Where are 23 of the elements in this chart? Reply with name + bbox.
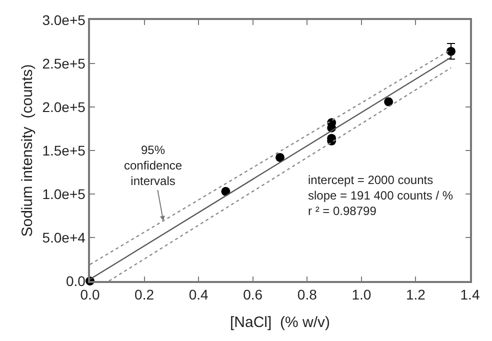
x-tick-label: 0.4: [188, 286, 209, 303]
y-tick-label: 3.0e+5: [42, 12, 86, 28]
y-tick-label: 2.5e+5: [42, 55, 86, 72]
y-tick-label: 0.0: [66, 272, 86, 289]
annotation: 95% confidence intervals: [124, 143, 182, 188]
y-tick-label: 5.0e+4: [42, 229, 86, 246]
x-tick-label: 0.0: [80, 286, 100, 303]
x-tick-label: 1.2: [406, 286, 426, 303]
y-tick-label: 2.0e+5: [42, 98, 86, 115]
x-tick-label: 0.6: [243, 286, 263, 303]
y-tick-label: 1.5e+5: [42, 142, 86, 158]
y-tick-label: 1.0e+5: [42, 186, 86, 202]
x-tick-label: 1.4: [460, 286, 480, 303]
point: [446, 46, 456, 56]
x-tick-label: 1.0: [352, 286, 372, 303]
point: [384, 97, 394, 106]
y-axis-title: Sodium intensity (counts): [18, 64, 36, 237]
annotation: intercept = 2000 counts slope = 191 400 counts / % r ² = 0.98799: [308, 173, 454, 218]
point: [276, 152, 284, 162]
x-axis-title: [NaCl] (% w/v): [230, 314, 330, 332]
point: [221, 186, 230, 196]
x-tick-label: 0.8: [297, 286, 318, 303]
x-tick-label: 0.2: [134, 286, 154, 303]
